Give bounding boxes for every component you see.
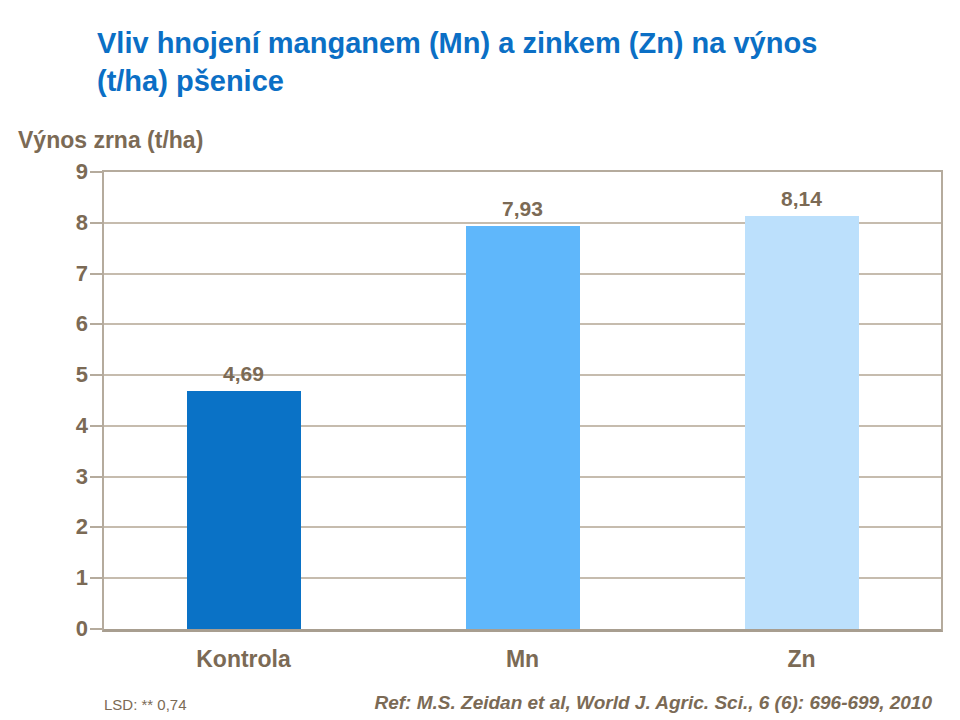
x-axis-label: Kontrola bbox=[134, 646, 354, 673]
slide-title-line-2: (t/ha) pšenice bbox=[97, 62, 917, 100]
reference-citation: Ref: M.S. Zeidan et al, World J. Agric. … bbox=[232, 692, 932, 714]
y-axis-tick bbox=[90, 323, 102, 325]
y-axis-tick bbox=[90, 273, 102, 275]
bar-zn bbox=[745, 216, 859, 629]
bar-mn bbox=[466, 226, 580, 629]
y-axis-tick bbox=[90, 628, 102, 630]
y-axis-tick-label: 1 bbox=[28, 566, 88, 590]
y-axis-tick-label: 9 bbox=[28, 160, 88, 184]
slide-title-line-1: Vliv hnojení manganem (Mn) a zinkem (Zn)… bbox=[97, 24, 917, 62]
y-axis-tick-label: 8 bbox=[28, 211, 88, 235]
y-axis-title: Výnos zrna (t/ha) bbox=[18, 127, 203, 154]
y-axis-tick-label: 0 bbox=[28, 617, 88, 641]
x-axis-label: Mn bbox=[413, 646, 633, 673]
y-axis-tick-label: 7 bbox=[28, 262, 88, 286]
chart-plot-area: 4,69 7,93 8,14 bbox=[102, 170, 943, 632]
y-axis-tick bbox=[90, 374, 102, 376]
y-axis-tick-label: 2 bbox=[28, 515, 88, 539]
slide: Vliv hnojení manganem (Mn) a zinkem (Zn)… bbox=[0, 0, 960, 720]
y-axis-tick bbox=[90, 526, 102, 528]
bar-kontrola bbox=[187, 391, 301, 629]
y-axis-tick-label: 3 bbox=[28, 465, 88, 489]
y-axis-tick-label: 5 bbox=[28, 363, 88, 387]
y-axis-tick bbox=[90, 171, 102, 173]
y-axis-tick-label: 4 bbox=[28, 414, 88, 438]
bar-value-label: 7,93 bbox=[453, 198, 593, 220]
y-axis-tick bbox=[90, 476, 102, 478]
lsd-note: LSD: ** 0,74 bbox=[104, 696, 187, 713]
y-axis-tick bbox=[90, 577, 102, 579]
bar-value-label: 4,69 bbox=[174, 363, 314, 385]
bar-value-label: 8,14 bbox=[732, 188, 872, 210]
slide-title: Vliv hnojení manganem (Mn) a zinkem (Zn)… bbox=[97, 24, 917, 100]
y-axis-tick-label: 6 bbox=[28, 312, 88, 336]
x-axis-label: Zn bbox=[692, 646, 912, 673]
y-axis-tick bbox=[90, 425, 102, 427]
y-axis-tick bbox=[90, 222, 102, 224]
